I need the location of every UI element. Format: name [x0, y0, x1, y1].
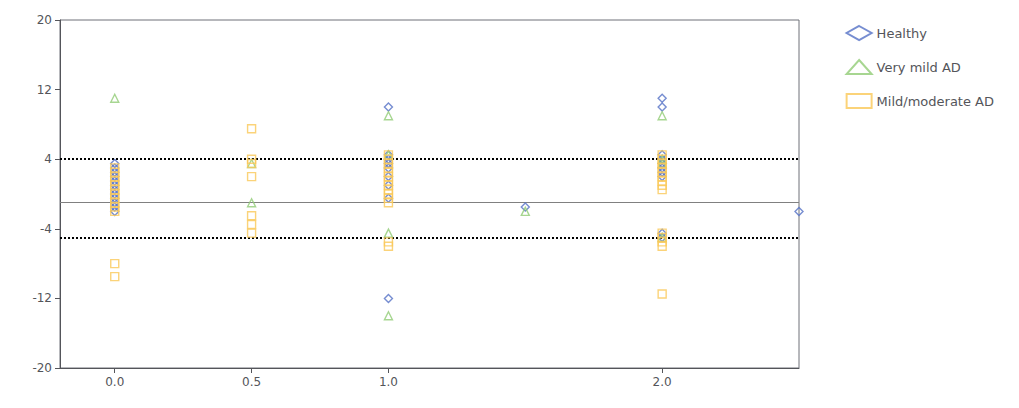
svg-text:4: 4 — [44, 152, 52, 166]
svg-text:0.5: 0.5 — [242, 375, 261, 389]
svg-text:Very mild AD: Very mild AD — [877, 60, 961, 75]
svg-text:2.0: 2.0 — [653, 375, 672, 389]
svg-text:-20: -20 — [32, 361, 52, 375]
svg-text:0.0: 0.0 — [105, 375, 124, 389]
svg-text:Mild/moderate AD: Mild/moderate AD — [877, 94, 994, 109]
svg-text:20: 20 — [37, 13, 52, 27]
svg-text:12: 12 — [37, 83, 52, 97]
svg-text:Healthy: Healthy — [877, 26, 928, 41]
svg-text:1.0: 1.0 — [379, 375, 398, 389]
svg-text:-12: -12 — [32, 291, 52, 305]
svg-text:-4: -4 — [40, 222, 52, 236]
